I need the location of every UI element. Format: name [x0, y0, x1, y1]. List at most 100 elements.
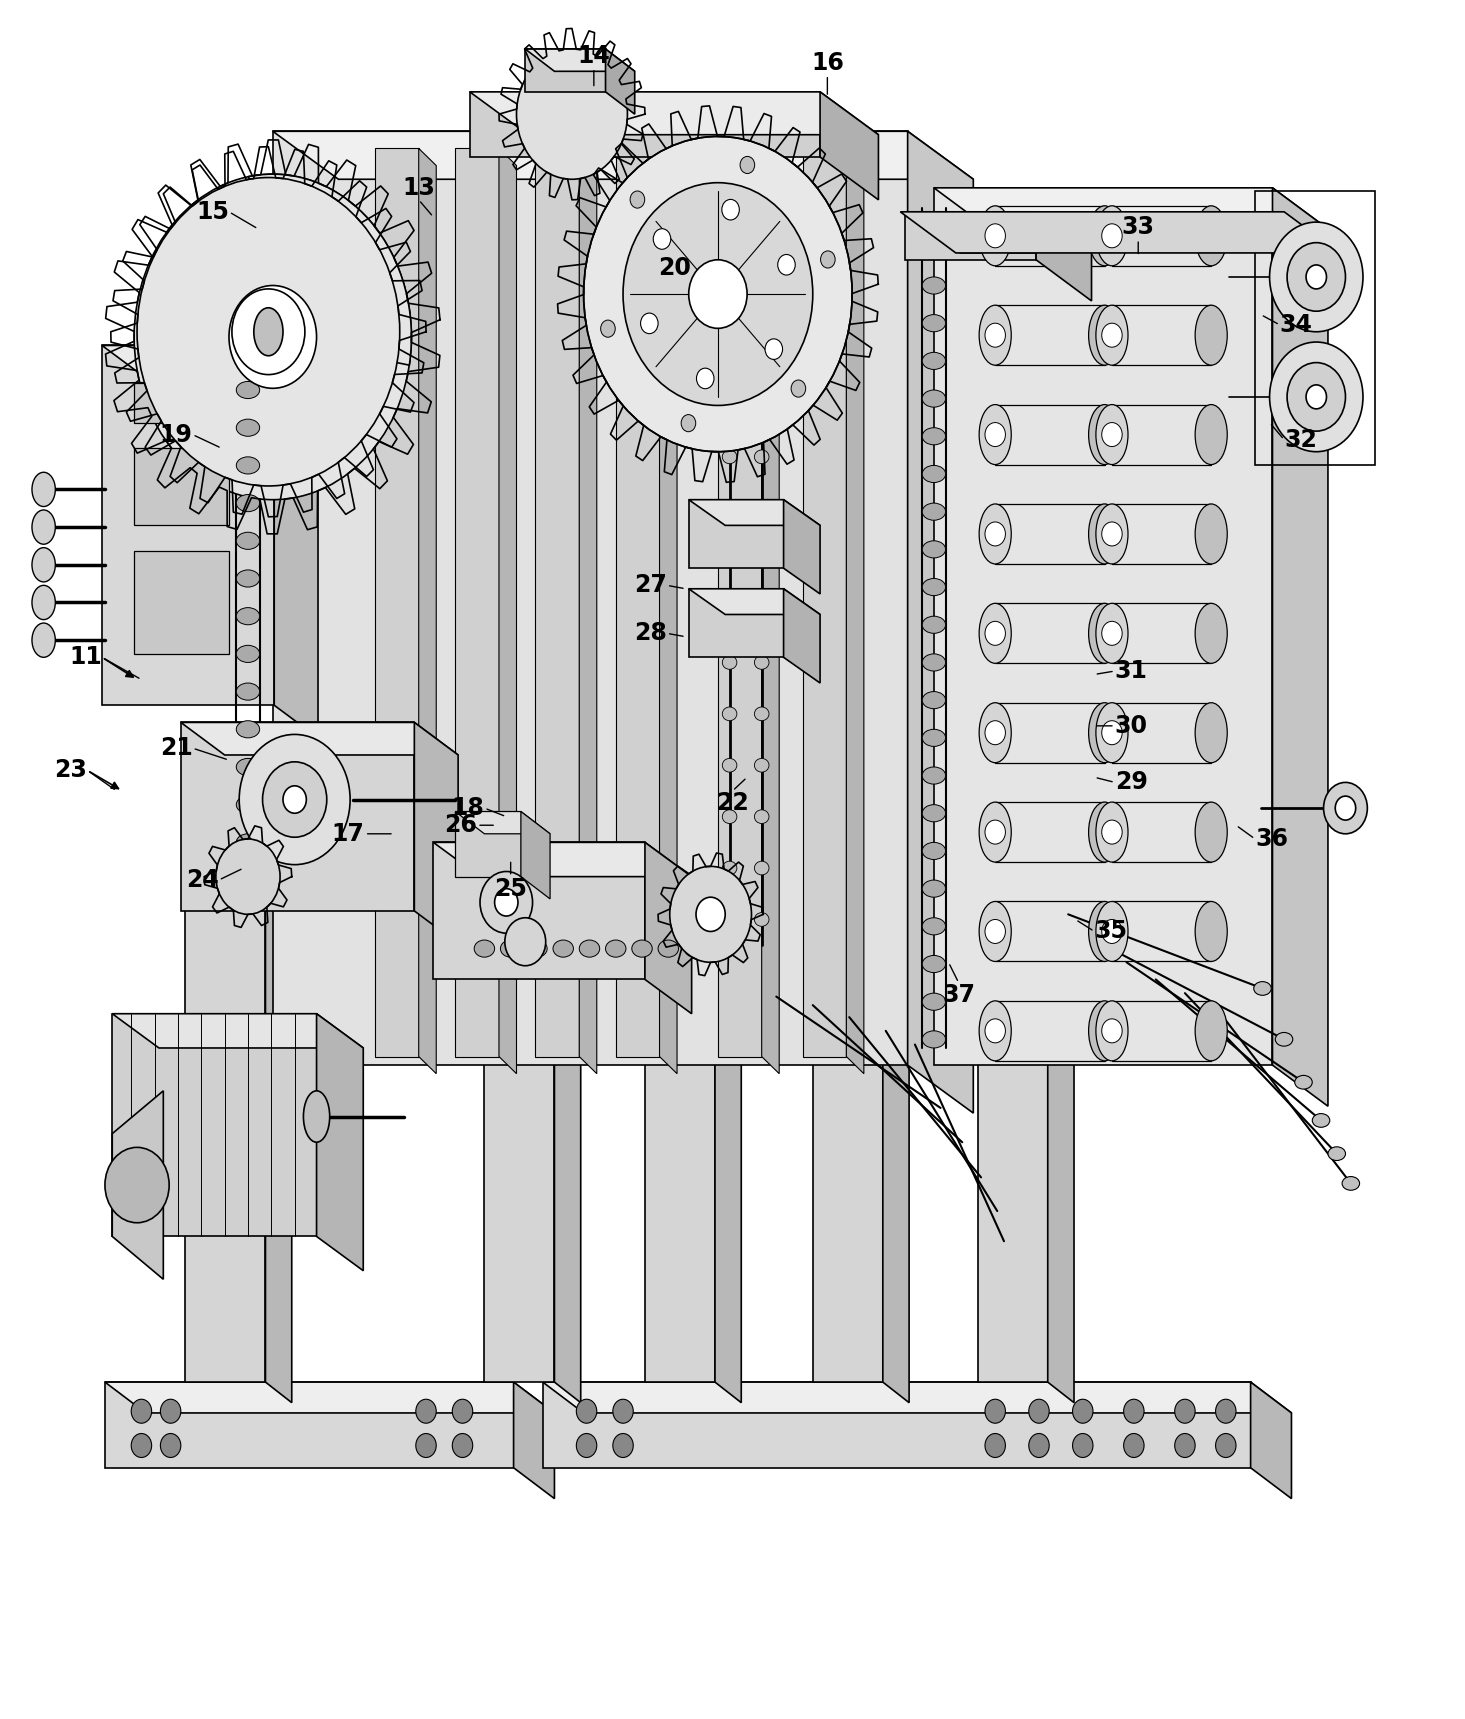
Ellipse shape: [527, 940, 546, 957]
Ellipse shape: [722, 655, 737, 669]
Ellipse shape: [923, 653, 945, 670]
Polygon shape: [415, 722, 459, 944]
Polygon shape: [554, 653, 580, 1403]
Polygon shape: [689, 590, 784, 657]
Polygon shape: [813, 653, 883, 1382]
Text: 11: 11: [69, 645, 103, 669]
Circle shape: [820, 251, 835, 268]
Polygon shape: [456, 148, 500, 1057]
Ellipse shape: [923, 579, 945, 595]
Ellipse shape: [236, 419, 259, 437]
Circle shape: [1102, 820, 1122, 844]
Circle shape: [984, 1019, 1005, 1043]
Ellipse shape: [754, 193, 769, 206]
Ellipse shape: [475, 940, 495, 957]
Circle shape: [601, 320, 615, 337]
Ellipse shape: [303, 1092, 330, 1141]
Circle shape: [1102, 1019, 1122, 1043]
Ellipse shape: [923, 1031, 945, 1049]
Ellipse shape: [236, 533, 259, 550]
Ellipse shape: [754, 554, 769, 567]
Ellipse shape: [923, 239, 945, 256]
Ellipse shape: [754, 347, 769, 361]
Polygon shape: [803, 148, 847, 1057]
Polygon shape: [514, 1382, 554, 1499]
Ellipse shape: [979, 603, 1011, 664]
Circle shape: [160, 1434, 180, 1458]
Ellipse shape: [722, 193, 737, 206]
Ellipse shape: [754, 758, 769, 772]
Ellipse shape: [1088, 803, 1121, 861]
Ellipse shape: [722, 758, 737, 772]
Circle shape: [984, 621, 1005, 645]
Ellipse shape: [684, 940, 705, 957]
Polygon shape: [645, 653, 715, 1382]
Polygon shape: [105, 1382, 554, 1413]
Circle shape: [1335, 796, 1355, 820]
Ellipse shape: [923, 691, 945, 708]
Polygon shape: [180, 722, 415, 911]
Text: 16: 16: [812, 52, 844, 74]
Ellipse shape: [979, 1000, 1011, 1061]
Circle shape: [984, 523, 1005, 547]
Ellipse shape: [722, 296, 737, 309]
Text: 21: 21: [160, 736, 192, 760]
Ellipse shape: [1096, 306, 1128, 364]
Text: 28: 28: [634, 621, 667, 645]
Polygon shape: [180, 722, 459, 755]
Ellipse shape: [722, 603, 737, 617]
Text: 13: 13: [403, 175, 435, 199]
Ellipse shape: [754, 399, 769, 413]
Polygon shape: [536, 148, 579, 1057]
Ellipse shape: [1195, 703, 1228, 763]
Circle shape: [623, 182, 813, 406]
Text: 37: 37: [942, 983, 976, 1007]
Circle shape: [612, 1399, 633, 1423]
Ellipse shape: [979, 306, 1011, 364]
Ellipse shape: [236, 834, 259, 851]
Circle shape: [416, 1399, 437, 1423]
Polygon shape: [905, 211, 1091, 253]
Circle shape: [1307, 265, 1326, 289]
Ellipse shape: [32, 622, 56, 657]
Polygon shape: [615, 148, 659, 1057]
Circle shape: [1323, 782, 1367, 834]
Circle shape: [576, 1399, 596, 1423]
Ellipse shape: [979, 901, 1011, 961]
Ellipse shape: [1088, 603, 1121, 664]
Ellipse shape: [923, 466, 945, 483]
Ellipse shape: [923, 615, 945, 633]
Ellipse shape: [923, 918, 945, 935]
Polygon shape: [542, 1382, 1251, 1468]
Circle shape: [583, 136, 853, 452]
Circle shape: [1124, 1399, 1144, 1423]
Ellipse shape: [1195, 603, 1228, 664]
Polygon shape: [113, 1014, 363, 1049]
Ellipse shape: [754, 450, 769, 464]
Polygon shape: [579, 148, 596, 1074]
Text: 14: 14: [577, 45, 611, 67]
Text: 23: 23: [54, 758, 88, 782]
Ellipse shape: [1342, 1176, 1360, 1190]
Ellipse shape: [722, 861, 737, 875]
Polygon shape: [526, 50, 605, 91]
Circle shape: [640, 313, 658, 333]
Ellipse shape: [923, 352, 945, 370]
Polygon shape: [375, 148, 419, 1057]
Circle shape: [984, 1399, 1005, 1423]
Polygon shape: [1273, 187, 1327, 1107]
Circle shape: [1072, 1434, 1093, 1458]
Ellipse shape: [923, 767, 945, 784]
Polygon shape: [485, 653, 580, 674]
Polygon shape: [470, 91, 879, 134]
Ellipse shape: [1327, 1147, 1345, 1160]
Circle shape: [1124, 1434, 1144, 1458]
Ellipse shape: [605, 940, 626, 957]
Polygon shape: [500, 148, 517, 1074]
Circle shape: [1102, 423, 1122, 447]
Polygon shape: [977, 653, 1074, 674]
Circle shape: [453, 1434, 473, 1458]
Polygon shape: [762, 148, 779, 1074]
Polygon shape: [272, 131, 908, 1066]
Circle shape: [160, 1399, 180, 1423]
